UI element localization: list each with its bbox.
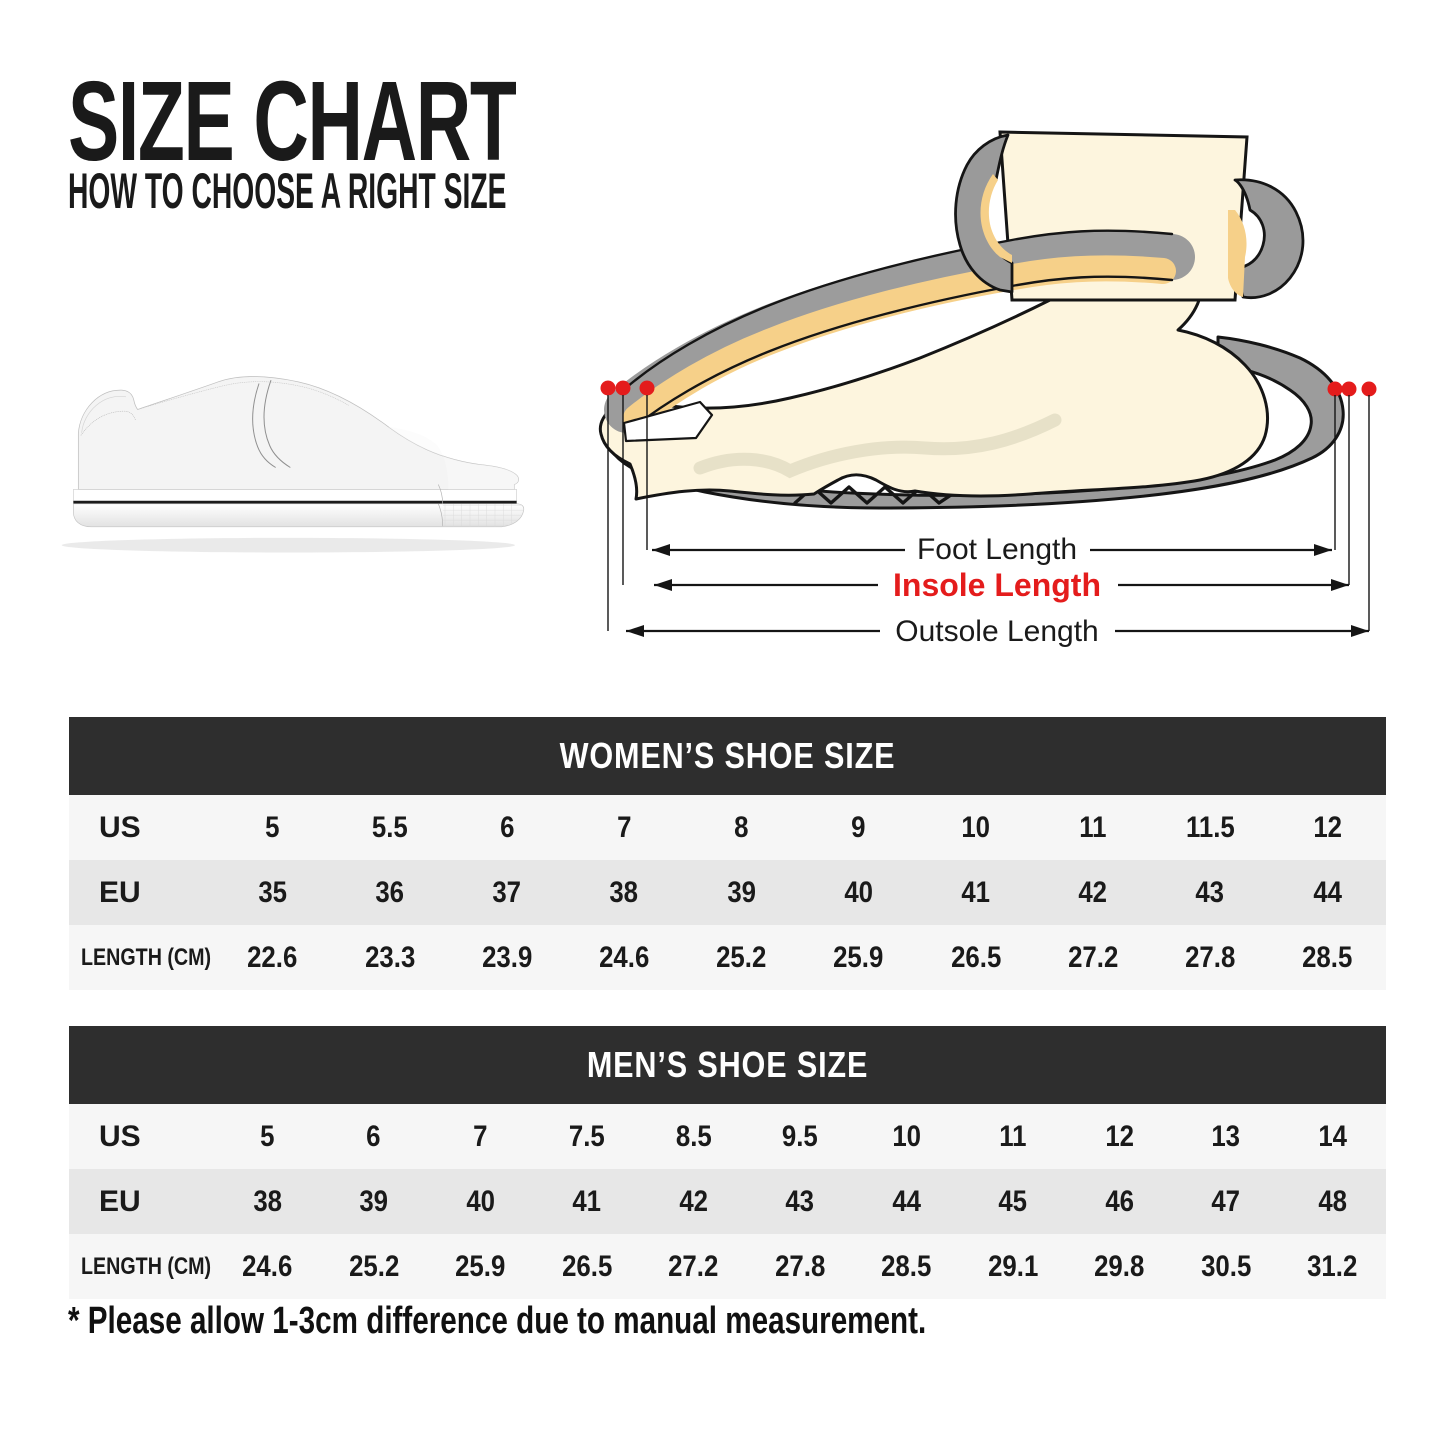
svg-text:Outsole Length: Outsole Length xyxy=(895,615,1098,648)
svg-text:Foot Length: Foot Length xyxy=(917,533,1077,566)
svg-text:Insole Length: Insole Length xyxy=(893,567,1101,603)
